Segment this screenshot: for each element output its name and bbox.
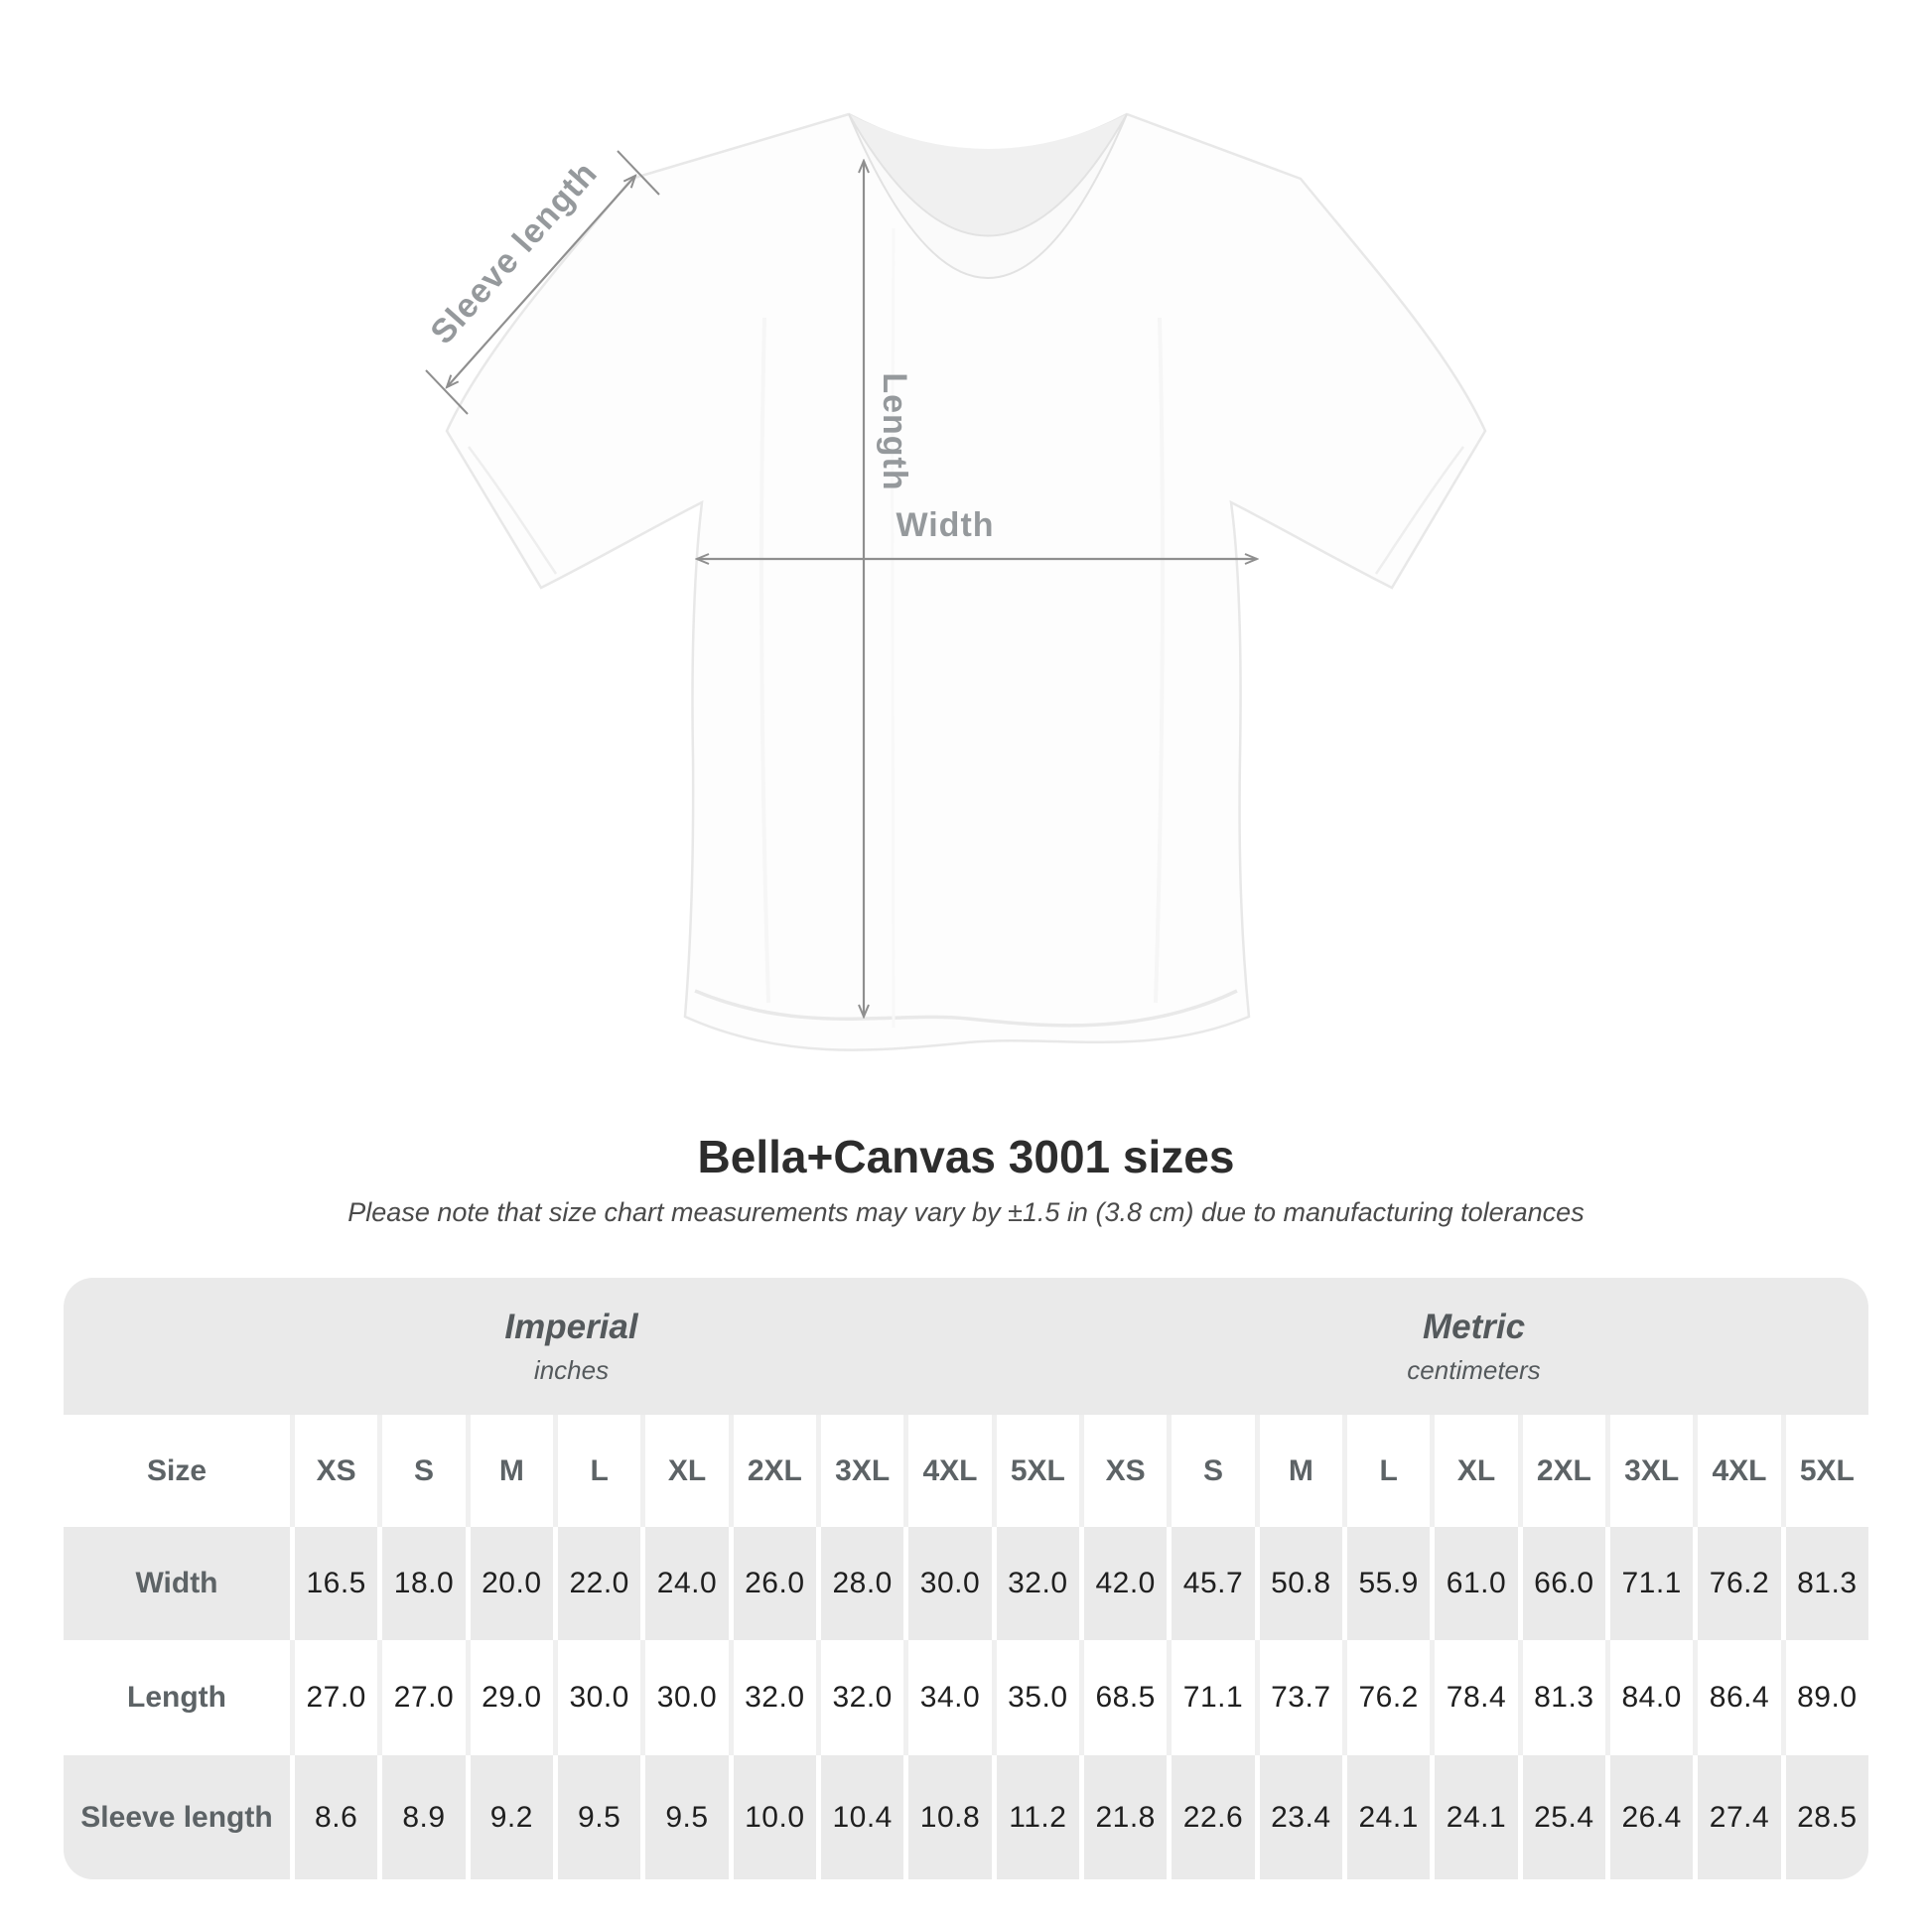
width-label: Width <box>896 506 994 544</box>
table-cell: 34.0 <box>903 1640 992 1755</box>
col-header-imperial-xl: XL <box>640 1415 729 1527</box>
table-cell: 45.7 <box>1167 1527 1255 1640</box>
page-title: Bella+Canvas 3001 sizes <box>697 1131 1235 1182</box>
table-cell: 71.1 <box>1167 1640 1255 1755</box>
table-cell: 9.5 <box>553 1755 641 1879</box>
table-cell: 50.8 <box>1254 1527 1342 1640</box>
table-cell: 27.0 <box>290 1640 378 1755</box>
table-cell: 81.3 <box>1517 1640 1605 1755</box>
col-header-imperial-m: M <box>465 1415 553 1527</box>
row-label-width: Width <box>64 1527 290 1640</box>
table-cell: 55.9 <box>1342 1527 1431 1640</box>
table-cell: 27.0 <box>377 1640 466 1755</box>
col-header-metric-xl: XL <box>1430 1415 1518 1527</box>
table-cell: 20.0 <box>465 1527 553 1640</box>
table-cell: 32.0 <box>816 1640 904 1755</box>
table-cell: 71.1 <box>1605 1527 1694 1640</box>
col-header-imperial-5xl: 5XL <box>991 1415 1079 1527</box>
col-header-metric-l: L <box>1342 1415 1431 1527</box>
table-cell: 23.4 <box>1254 1755 1342 1879</box>
table-cell: 26.4 <box>1605 1755 1694 1879</box>
col-header-imperial-s: S <box>377 1415 466 1527</box>
col-header-imperial-3xl: 3XL <box>816 1415 904 1527</box>
table-cell: 76.2 <box>1693 1527 1781 1640</box>
col-header-imperial-4xl: 4XL <box>903 1415 992 1527</box>
table-cell: 16.5 <box>290 1527 378 1640</box>
table-cell: 32.0 <box>991 1527 1079 1640</box>
table-cell: 21.8 <box>1079 1755 1168 1879</box>
length-label: Length <box>876 372 913 490</box>
table-cell: 86.4 <box>1693 1640 1781 1755</box>
col-header-metric-3xl: 3XL <box>1605 1415 1694 1527</box>
col-header-metric-s: S <box>1167 1415 1255 1527</box>
table-cell: 30.0 <box>903 1527 992 1640</box>
col-header-metric-xs: XS <box>1079 1415 1168 1527</box>
col-header-imperial-l: L <box>553 1415 641 1527</box>
imperial-group-header: Imperial inches <box>64 1278 1079 1415</box>
table-cell: 24.1 <box>1430 1755 1518 1879</box>
table-cell: 26.0 <box>728 1527 816 1640</box>
table-cell: 35.0 <box>991 1640 1079 1755</box>
table-cell: 73.7 <box>1254 1640 1342 1755</box>
table-cell: 9.2 <box>465 1755 553 1879</box>
table-cell: 76.2 <box>1342 1640 1431 1755</box>
table-cell: 10.0 <box>728 1755 816 1879</box>
sleeve-length-dimension-arrow <box>425 150 660 415</box>
table-cell: 27.4 <box>1693 1755 1781 1879</box>
size-table: Imperial inches Metric centimeters Size … <box>64 1278 1868 1879</box>
col-header-metric-5xl: 5XL <box>1780 1415 1868 1527</box>
metric-group-name: Metric <box>1422 1307 1526 1346</box>
imperial-group-name: Imperial <box>504 1307 638 1346</box>
table-cell: 81.3 <box>1780 1527 1868 1640</box>
metric-group-unit: centimeters <box>1407 1354 1541 1385</box>
table-cell: 18.0 <box>377 1527 466 1640</box>
table-cell: 78.4 <box>1430 1640 1518 1755</box>
tshirt-diagram-svg: Length Width Sleeve length <box>423 112 1487 1051</box>
table-cell: 28.5 <box>1780 1755 1868 1879</box>
table-cell: 24.0 <box>640 1527 729 1640</box>
table-cell: 9.5 <box>640 1755 729 1879</box>
row-label-length: Length <box>64 1640 290 1755</box>
table-cell: 29.0 <box>465 1640 553 1755</box>
col-header-metric-2xl: 2XL <box>1517 1415 1605 1527</box>
tolerance-note: Please note that size chart measurements… <box>347 1197 1585 1227</box>
row-label-sleeve-length: Sleeve length <box>64 1755 290 1879</box>
table-cell: 24.1 <box>1342 1755 1431 1879</box>
col-header-imperial-xs: XS <box>290 1415 378 1527</box>
col-header-metric-4xl: 4XL <box>1693 1415 1781 1527</box>
table-cell: 8.9 <box>377 1755 466 1879</box>
imperial-group-unit: inches <box>533 1354 610 1385</box>
table-cell: 89.0 <box>1780 1640 1868 1755</box>
tshirt-image <box>445 112 1487 1051</box>
size-column-header: Size <box>64 1415 290 1527</box>
table-cell: 28.0 <box>816 1527 904 1640</box>
table-cell: 11.2 <box>991 1755 1079 1879</box>
col-header-imperial-2xl: 2XL <box>728 1415 816 1527</box>
table-cell: 30.0 <box>553 1640 641 1755</box>
table-cell: 84.0 <box>1605 1640 1694 1755</box>
table-cell: 10.8 <box>903 1755 992 1879</box>
table-cell: 8.6 <box>290 1755 378 1879</box>
table-cell: 10.4 <box>816 1755 904 1879</box>
table-cell: 32.0 <box>728 1640 816 1755</box>
table-cell: 22.0 <box>553 1527 641 1640</box>
table-cell: 42.0 <box>1079 1527 1168 1640</box>
table-cell: 25.4 <box>1517 1755 1605 1879</box>
metric-group-header: Metric centimeters <box>1079 1278 1868 1415</box>
table-cell: 66.0 <box>1517 1527 1605 1640</box>
col-header-metric-m: M <box>1254 1415 1342 1527</box>
table-cell: 68.5 <box>1079 1640 1168 1755</box>
tshirt-measurement-diagram: Length Width Sleeve length <box>423 112 1487 1051</box>
table-cell: 30.0 <box>640 1640 729 1755</box>
table-cell: 61.0 <box>1430 1527 1518 1640</box>
table-cell: 22.6 <box>1167 1755 1255 1879</box>
